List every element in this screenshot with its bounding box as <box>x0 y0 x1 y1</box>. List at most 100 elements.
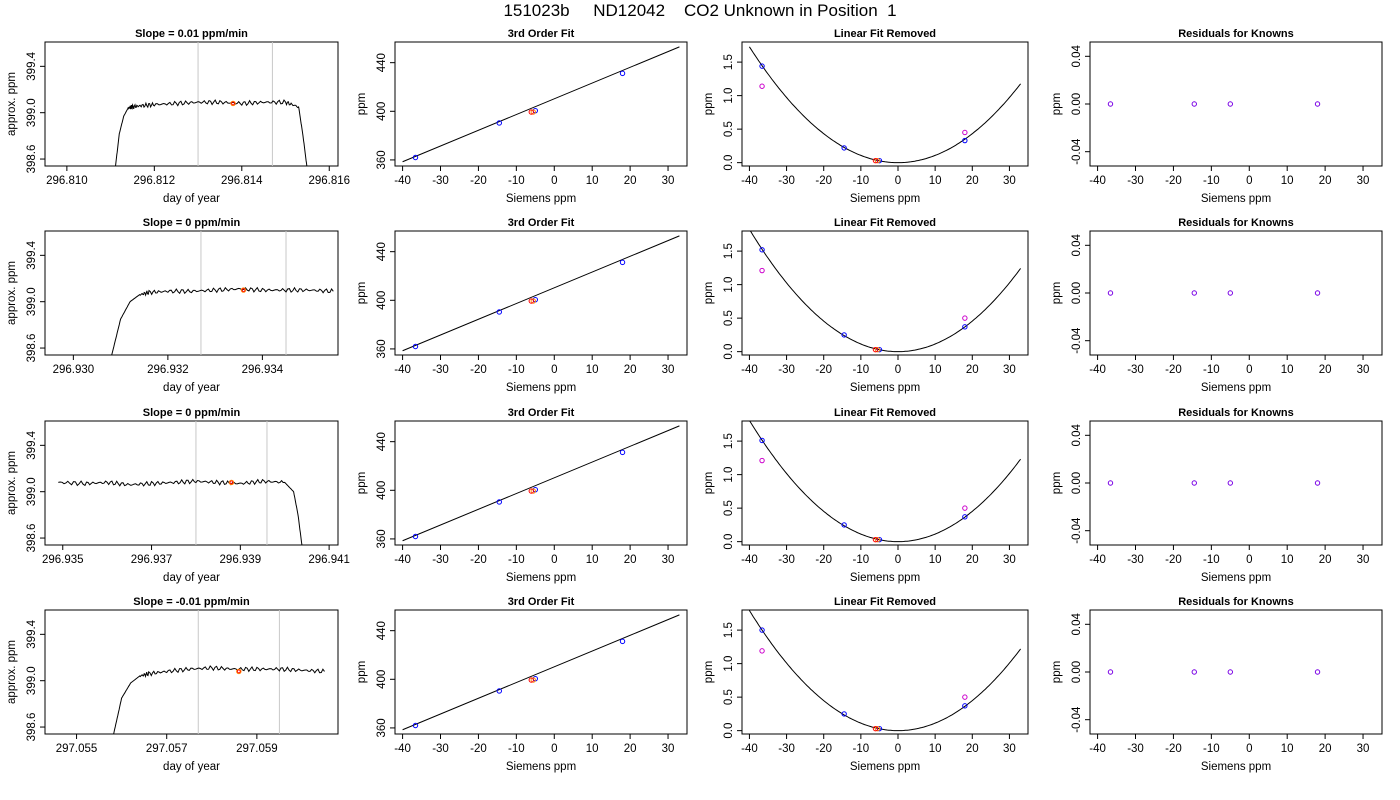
known-point <box>1107 101 1114 107</box>
plot-area <box>1107 290 1321 296</box>
x-tick-label: 10 <box>586 554 599 566</box>
x-tick-label: -20 <box>1165 175 1182 187</box>
unknown-point <box>530 677 536 683</box>
x-tick-label: -10 <box>508 175 525 187</box>
known-point <box>412 154 419 161</box>
panel-row1-col2: 3rd Order Fit -40 -30 -20 -10 0 10 20 30 360 400 44… <box>356 28 688 205</box>
x-tick-label: 10 <box>1281 364 1294 376</box>
x-tick-label: -10 <box>1203 743 1220 755</box>
x-tick-label: 0 <box>1246 364 1252 376</box>
unknown-mean-point <box>231 101 235 106</box>
x-tick-label: -10 <box>853 364 870 376</box>
unknown-mean-point <box>240 287 247 293</box>
panel-row2-col3: Linear Fit Removed -40 -30 -20 -10 0 10 20 30 0.0… <box>703 217 1029 394</box>
known-point <box>1227 480 1234 486</box>
plot-area <box>1107 669 1321 675</box>
plot-area <box>402 425 680 542</box>
unknown-point <box>872 536 879 543</box>
known-point <box>1227 290 1234 296</box>
x-tick-label: 20 <box>1319 743 1332 755</box>
known-alt-point <box>962 129 968 136</box>
x-tick-label: 30 <box>1003 743 1016 755</box>
x-tick-label: 296.937 <box>131 554 173 566</box>
known-point <box>962 324 968 330</box>
x-tick-label: 20 <box>624 743 637 755</box>
unknown-point <box>872 346 879 353</box>
y-tick-label: 399.0 <box>26 477 38 506</box>
x-tick-label: 30 <box>1003 175 1016 187</box>
x-tick-label: -20 <box>1165 364 1182 376</box>
y-axis-label: ppm <box>356 661 368 683</box>
known-point <box>496 688 502 694</box>
unknown-point <box>528 298 534 304</box>
page-title: 151023b ND12042 CO2 Unknown in Position … <box>503 1 897 20</box>
plot-frame <box>44 230 339 356</box>
time-series-line <box>111 286 334 355</box>
x-tick-label: -40 <box>394 364 411 376</box>
plot-area <box>58 421 303 545</box>
y-tick-label: -0.04 <box>1071 327 1083 354</box>
x-tick-label: 20 <box>624 175 637 187</box>
known-point <box>841 522 847 528</box>
y-tick-label: 440 <box>376 621 388 640</box>
x-tick-label: -40 <box>1089 554 1106 566</box>
x-tick-label: 0 <box>551 175 557 187</box>
x-tick-label: 30 <box>1357 364 1370 376</box>
y-axis-label: ppm <box>356 472 368 494</box>
x-tick-label: -40 <box>394 743 411 755</box>
x-tick-label: -10 <box>1203 175 1220 187</box>
plot-area <box>749 231 1021 353</box>
unknown-point <box>874 346 881 353</box>
known-point <box>759 437 765 444</box>
y-tick-label: 400 <box>376 102 388 121</box>
x-tick-label: 20 <box>624 364 637 376</box>
y-tick-label: 398.6 <box>26 334 38 363</box>
unknown-point <box>530 298 536 304</box>
known-point <box>1191 101 1197 107</box>
x-axis-label: day of year <box>163 382 220 394</box>
panel-title: Slope = 0 ppm/min <box>143 217 241 229</box>
x-tick-label: -20 <box>470 175 487 187</box>
panel-row2-col4: Residuals for Knowns -40 -30 -20 -10 0 10 20 30 -… <box>1051 217 1383 394</box>
y-tick-label: 360 <box>376 339 388 358</box>
fit-curve <box>749 421 1021 543</box>
x-tick-label: 297.059 <box>236 743 278 755</box>
x-axis-label: Siemens ppm <box>850 193 920 205</box>
y-tick-label: 400 <box>376 670 388 689</box>
plot-area <box>402 46 680 163</box>
panel-title: 3rd Order Fit <box>508 407 575 419</box>
x-tick-label: 20 <box>966 554 979 566</box>
x-tick-label: -40 <box>394 175 411 187</box>
y-axis-label: ppm <box>356 93 368 115</box>
y-axis-label: ppm <box>703 472 715 494</box>
panel-row4-col1: Slope = -0.01 ppm/min 297.055 297.057 297.0… <box>6 596 339 773</box>
known-point <box>759 247 765 253</box>
y-tick-label: 0.00 <box>1071 93 1083 115</box>
x-tick-label: 30 <box>662 743 675 755</box>
known-point <box>1314 101 1321 107</box>
fit-curve <box>402 235 680 352</box>
panel-row2-col1: Slope = 0 ppm/min 296.930 296.932 296.934 39… <box>6 217 339 394</box>
x-axis-label: day of year <box>163 572 220 584</box>
y-axis-label: ppm <box>1051 472 1063 494</box>
x-tick-label: 296.930 <box>53 364 95 376</box>
x-tick-label: 30 <box>1003 364 1016 376</box>
y-tick-label: 1.0 <box>723 467 735 483</box>
known-point <box>841 332 847 338</box>
known-point <box>1191 290 1197 296</box>
x-tick-label: -10 <box>508 364 525 376</box>
unknown-mean-point <box>230 100 236 107</box>
x-tick-label: 0 <box>1246 743 1252 755</box>
y-tick-label: 1.5 <box>723 622 735 638</box>
x-tick-label: 0 <box>551 554 557 566</box>
y-tick-label: 399.4 <box>26 430 38 459</box>
x-tick-label: -10 <box>853 175 870 187</box>
panel-row1-col3: Linear Fit Removed -40 -30 -20 -10 0 10 20 30 0.0… <box>703 28 1029 205</box>
fit-curve <box>748 610 1021 732</box>
x-tick-label: 0 <box>1246 554 1252 566</box>
x-tick-label: 296.932 <box>147 364 189 376</box>
x-axis-label: Siemens ppm <box>506 193 576 205</box>
x-tick-label: 0 <box>895 743 901 755</box>
known-point <box>496 499 502 505</box>
